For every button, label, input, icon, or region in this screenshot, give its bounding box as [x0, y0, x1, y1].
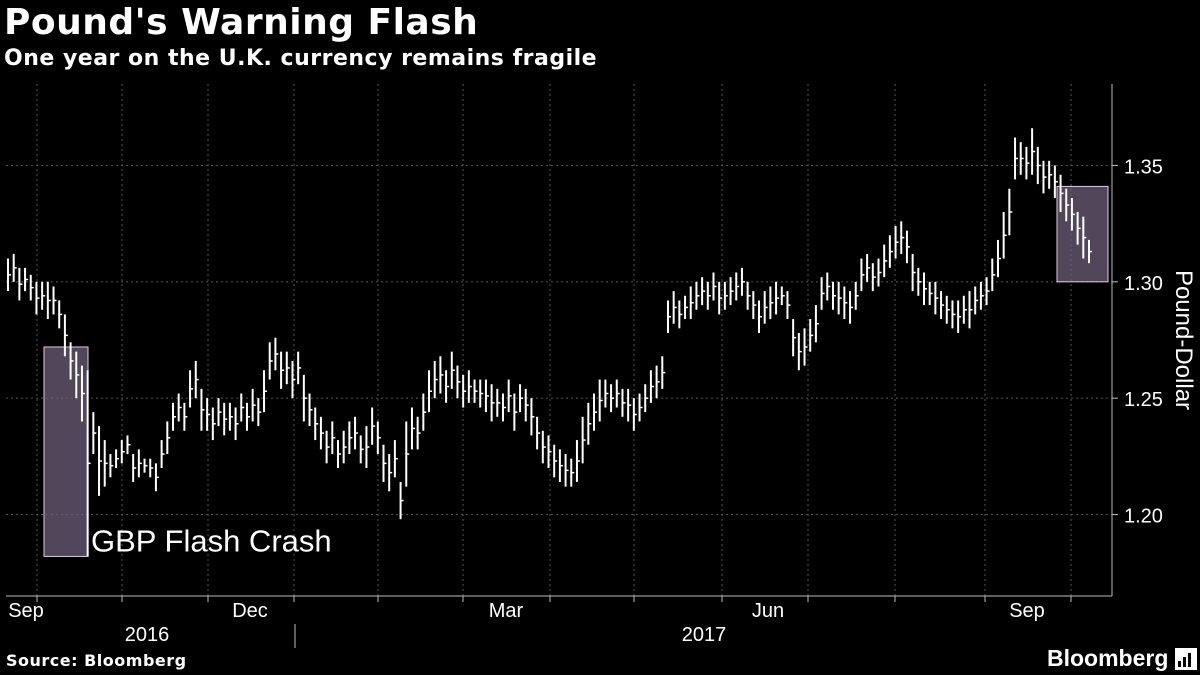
annotation-box [43, 346, 89, 557]
x-tick-label: Jun [752, 600, 784, 622]
bloomberg-logo-icon [1175, 648, 1197, 670]
y-tick-label: 1.30 [1124, 273, 1163, 295]
x-tick-label: Dec [232, 600, 268, 622]
x-tick-label: Sep [1009, 600, 1045, 622]
x-year-label: 2017 [682, 624, 727, 646]
chart-title: Pound's Warning Flash [4, 2, 479, 43]
y-tick-label: 1.20 [1124, 506, 1163, 528]
source-note: Source: Bloomberg [6, 651, 187, 670]
y-tick-label: 1.35 [1124, 156, 1163, 178]
x-tick-label: Mar [489, 600, 524, 622]
y-tick-label: 1.25 [1124, 389, 1163, 411]
y-axis-label: Pound-Dollar [1170, 270, 1197, 410]
x-tick-label: Sep [8, 600, 44, 622]
x-year-label: 2016 [125, 624, 170, 646]
chart-subtitle: One year on the U.K. currency remains fr… [4, 46, 598, 71]
brand-logo-text: Bloomberg [1047, 645, 1169, 671]
annotation-label: GBP Flash Crash [91, 523, 332, 558]
